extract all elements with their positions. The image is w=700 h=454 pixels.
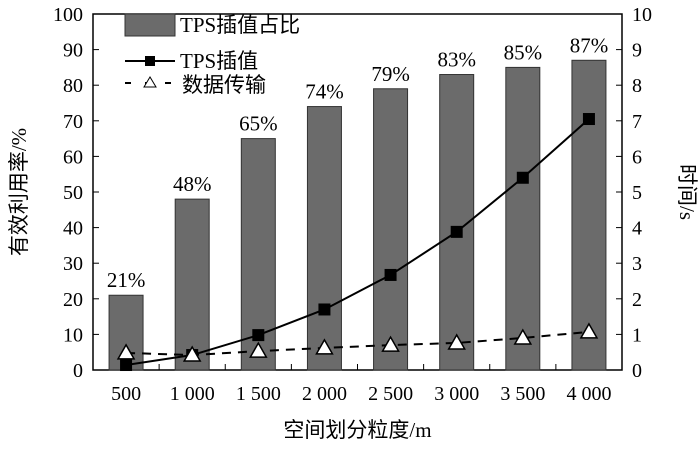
data-transfer-point (182, 345, 202, 362)
y-tick-label: 20 (63, 289, 83, 311)
x-tick-label: 3 000 (434, 383, 479, 405)
legend-square-icon (145, 56, 155, 66)
y2-tick-label: 8 (632, 75, 642, 97)
tps-point (318, 303, 331, 316)
data-transfer-point (513, 328, 533, 345)
x-tick-label: 2 500 (368, 383, 413, 405)
tps-point (384, 268, 397, 281)
legend-label: TPS插值 (180, 49, 258, 73)
y-tick-label: 80 (63, 75, 83, 97)
y2-tick-label: 10 (632, 4, 652, 26)
tps-point (120, 359, 133, 372)
legend-label: 数据传输 (182, 73, 266, 97)
y-tick-label: 40 (63, 218, 83, 240)
y2-axis-title: 时间/s (675, 164, 699, 220)
x-tick-label: 1 000 (170, 383, 215, 405)
bar-data-label: 85% (504, 40, 543, 64)
data-transfer-line (126, 330, 590, 357)
y2-tick-label: 2 (632, 289, 642, 311)
y2-tick-label: 3 (632, 253, 642, 275)
y-tick-label: 10 (63, 324, 83, 346)
y2-tick-label: 6 (632, 146, 642, 168)
tps-point (450, 225, 463, 238)
bar-data-label: 74% (305, 80, 344, 104)
x-tick-label: 3 500 (500, 383, 545, 405)
bar-data-label: 65% (239, 112, 278, 136)
tps-point (252, 329, 265, 342)
y2-tick-label: 4 (632, 218, 642, 240)
bar (174, 198, 210, 371)
tps-point (516, 171, 529, 184)
x-tick-label: 500 (111, 383, 141, 405)
y-tick-label: 0 (73, 360, 83, 382)
x-tick-label: 4 000 (566, 383, 611, 405)
tps-point (582, 113, 595, 126)
x-axis-title: 空间划分粒度/m (283, 418, 431, 442)
data-transfer-point (116, 343, 136, 360)
y2-tick-label: 7 (632, 111, 642, 133)
y-tick-label: 90 (63, 40, 83, 62)
bar (571, 59, 607, 371)
data-transfer-point (249, 341, 268, 358)
y2-tick-label: 5 (632, 182, 642, 204)
bar-data-label: 48% (173, 172, 212, 196)
data-transfer-point (381, 335, 400, 352)
legend-triangle-icon (143, 76, 157, 88)
y-tick-label: 30 (63, 253, 83, 275)
bar-data-label: 87% (570, 33, 609, 57)
data-transfer-point (315, 338, 334, 355)
y2-tick-label: 1 (632, 324, 642, 346)
bar (373, 88, 409, 371)
data-transfer-point (579, 322, 599, 339)
bar-data-label: 21% (107, 268, 146, 292)
tps-line (125, 118, 590, 367)
bar-data-label: 83% (437, 48, 476, 72)
x-tick-label: 2 000 (302, 383, 347, 405)
bar (306, 106, 342, 371)
y2-tick-label: 0 (632, 360, 642, 382)
legend-label: TPS插值占比 (180, 13, 300, 37)
y-tick-label: 100 (53, 4, 83, 26)
bar (505, 66, 541, 371)
data-transfer-point (447, 333, 466, 350)
legend-bar-swatch (124, 13, 176, 37)
y-tick-label: 50 (63, 182, 83, 204)
y-tick-label: 60 (63, 146, 83, 168)
x-tick-label: 1 500 (236, 383, 281, 405)
bar-data-label: 79% (371, 62, 410, 86)
y-tick-label: 70 (63, 111, 83, 133)
y2-tick-label: 9 (632, 40, 642, 62)
y-axis-title: 有效利用率/% (7, 128, 31, 256)
